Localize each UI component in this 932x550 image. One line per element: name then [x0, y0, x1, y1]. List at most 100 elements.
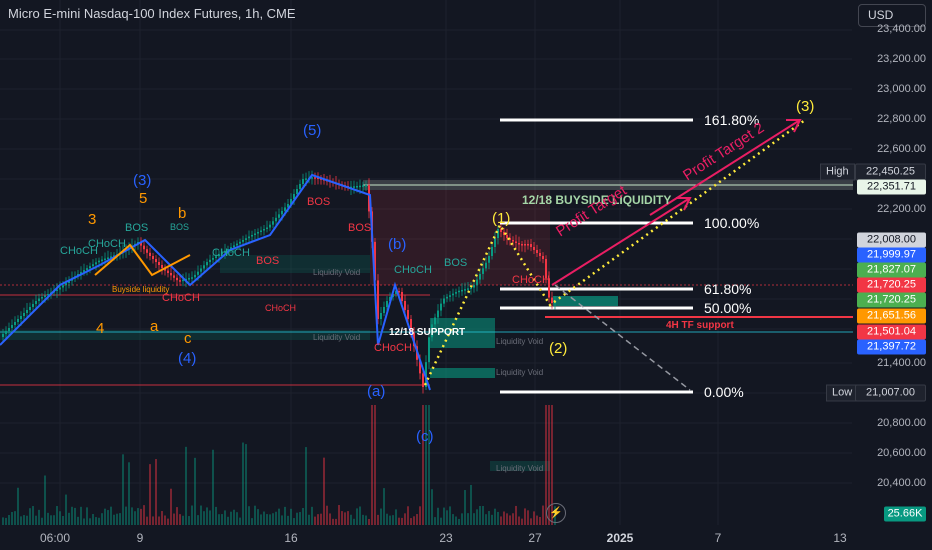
time-tick: 06:00	[39, 531, 71, 545]
choch-label-4: CHoCH	[212, 247, 250, 259]
volume-bar	[116, 513, 118, 525]
volume-bar	[434, 517, 436, 525]
volume-bar	[344, 512, 346, 525]
candle-body	[419, 359, 421, 374]
candle-body	[404, 301, 406, 310]
volume-bar	[509, 515, 511, 525]
projection-dotted	[423, 118, 806, 386]
candle-body	[149, 252, 151, 256]
volume-bars	[2, 405, 556, 525]
volume-bar	[494, 508, 496, 525]
volume-bar	[194, 457, 196, 525]
price-tick: 22,600.00	[877, 143, 926, 155]
price-box-5: 21,720.25	[857, 277, 926, 293]
volume-bar	[44, 475, 46, 525]
volume-bar	[416, 514, 418, 525]
candle-body	[68, 280, 70, 283]
candle-body	[11, 325, 13, 328]
candle-body	[269, 224, 271, 228]
buyside-liquidity-label: 12/18 BUYSIDE LIQUIDITY	[522, 193, 672, 207]
time-tick: 2025	[606, 531, 634, 545]
candle-body	[518, 243, 520, 245]
volume-bar	[335, 518, 337, 525]
volume-bar	[359, 506, 361, 525]
candle-body	[215, 256, 217, 258]
candle-body	[86, 268, 88, 271]
candle-body	[479, 273, 481, 280]
candle-body	[194, 274, 196, 278]
volume-bar	[452, 514, 454, 525]
volume-bar	[323, 457, 325, 525]
candle-body	[491, 247, 493, 256]
volume-bar	[305, 447, 307, 525]
volume-bar	[245, 444, 247, 525]
candle-body	[533, 247, 535, 250]
volume-bar	[533, 511, 535, 525]
candle-body	[224, 250, 226, 253]
lightning-icon[interactable]: ⚡	[546, 503, 566, 523]
volume-bar	[161, 511, 163, 525]
volume-bar	[458, 518, 460, 525]
candle-body	[152, 256, 154, 259]
volume-bar	[383, 488, 385, 525]
choch-label-3: CHoCH	[162, 292, 200, 304]
volume-bar	[530, 518, 532, 525]
candle-body	[527, 244, 529, 246]
chart-title: Micro E-mini Nasdaq-100 Index Futures, 1…	[8, 6, 296, 21]
candle-body	[167, 270, 169, 273]
candle-body	[158, 262, 160, 265]
candle-body	[311, 177, 313, 179]
volume-bar	[266, 514, 268, 525]
price-tick: 21,400.00	[877, 357, 926, 369]
candle-body	[23, 313, 25, 316]
volume-bar	[263, 511, 265, 525]
bos-label-3: BOS	[256, 255, 280, 267]
candle-body	[230, 247, 232, 249]
volume-bar	[299, 512, 301, 525]
candle-body	[35, 301, 37, 304]
volume-bar	[392, 515, 394, 525]
candle-body	[287, 204, 289, 208]
currency-selector[interactable]: USD	[858, 4, 926, 27]
volume-bar	[464, 490, 466, 525]
candle-body	[431, 324, 433, 338]
candle-body	[95, 262, 97, 265]
volume-bar	[518, 516, 520, 525]
price-tick: 20,400.00	[877, 477, 926, 489]
candle-body	[434, 317, 436, 325]
wave-orange-c: c	[184, 330, 192, 347]
candle-body	[257, 232, 259, 234]
volume-bar	[371, 405, 373, 525]
volume-bar	[542, 505, 544, 525]
volume-bar	[413, 516, 415, 525]
candle-body	[515, 241, 517, 243]
candle-body	[143, 245, 145, 250]
volume-bar	[17, 487, 19, 525]
volume-bar	[512, 513, 514, 525]
fib-label-0: 0.00%	[704, 384, 744, 400]
volume-bar	[110, 506, 112, 525]
high-label: High	[820, 163, 855, 181]
volume-bar	[92, 514, 94, 525]
volume-bar	[425, 405, 427, 525]
fib-lines	[500, 118, 693, 394]
volume-bar	[347, 511, 349, 525]
candle-body	[299, 184, 301, 189]
candle-body	[59, 287, 61, 290]
wave-1-yellow-label: (1)	[492, 210, 511, 227]
candle-body	[197, 271, 199, 275]
wave-b-label: (b)	[388, 236, 407, 253]
candle-body	[173, 275, 175, 278]
volume-bar	[59, 511, 61, 525]
volume-bar	[11, 512, 13, 525]
candle-body	[356, 186, 358, 188]
candle-body	[542, 256, 544, 259]
time-tick: 27	[528, 531, 542, 545]
choch-label-1: CHoCH	[60, 245, 98, 257]
volume-bar	[443, 507, 445, 525]
volume-bar	[128, 462, 130, 525]
volume-bar	[374, 405, 376, 525]
candle-body	[44, 295, 46, 297]
volume-bar	[260, 514, 262, 525]
